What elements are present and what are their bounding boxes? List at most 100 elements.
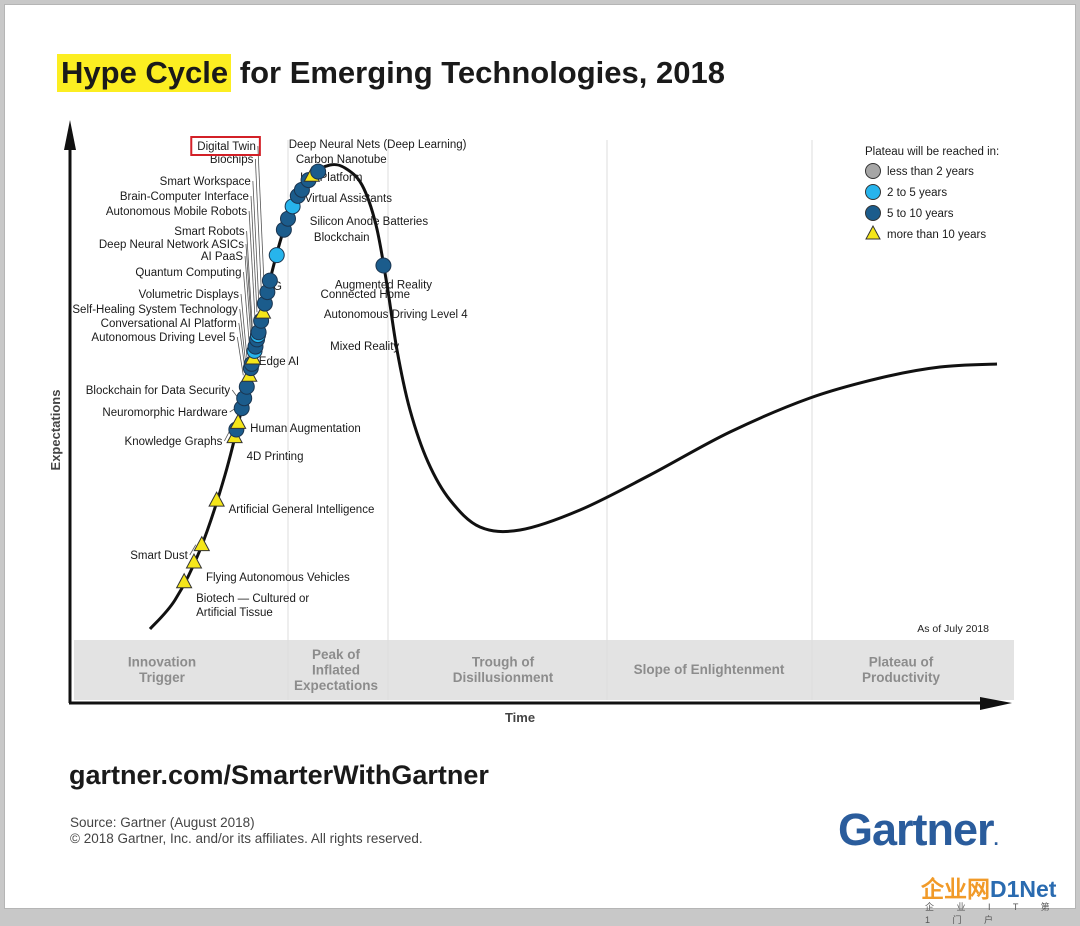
point-label: Self-Healing System Technology: [72, 304, 238, 316]
point-blockchain: Blockchain: [293, 181, 370, 244]
point-label: Carbon Nanotube: [296, 154, 387, 166]
gartner-logo-text: Gartner: [838, 804, 995, 855]
watermark-text-b: D1Net: [990, 876, 1057, 902]
footer-url[interactable]: gartner.com/SmarterWithGartner: [69, 760, 489, 790]
legend-marker-5to10: [865, 205, 881, 221]
marker-triangle: [208, 491, 225, 507]
point-label: Augmented Reality: [335, 280, 432, 292]
page-title: Hype Cycle for Emerging Technologies, 20…: [57, 54, 725, 92]
point-label: Deep Neural Nets (Deep Learning): [289, 139, 467, 151]
point-label: Virtual Assistants: [305, 193, 393, 205]
legend-marker-lt2: [865, 163, 881, 179]
leader-line: [248, 210, 256, 321]
leader-line: [246, 230, 254, 333]
d1net-watermark: 企业网D1Net: [921, 870, 1056, 904]
point-label: Digital Twin: [197, 141, 256, 153]
point-label: Knowledge Graphs: [125, 436, 223, 448]
point-biotech-cultured-or: Biotech — Cultured or Artificial Tissue: [175, 572, 309, 619]
legend-label-5to10: 5 to 10 years: [887, 208, 954, 220]
leader-line: [257, 145, 265, 281]
marker-triangle: [193, 535, 211, 552]
highlight-box: [190, 136, 261, 156]
marker-circle: [375, 257, 392, 274]
phase-label-peak-of-inflated-expectations: Inflated: [312, 663, 360, 678]
point-label: Mixed Reality: [330, 341, 399, 353]
point-label: Biotech — Cultured or: [196, 593, 309, 605]
point-deep-neural-nets-deep-learning: Deep Neural Nets (Deep Learning): [268, 139, 467, 264]
point-label: Connected Home: [321, 289, 411, 301]
point-edge-ai: Edge AI: [238, 356, 299, 395]
point-label: Silicon Anode Batteries: [310, 216, 429, 228]
leader-line: [239, 308, 247, 364]
leader-line: [189, 544, 197, 556]
point-digital-twin: Digital Twin: [190, 136, 278, 289]
phase-label-innovation-trigger: Innovation: [128, 655, 196, 670]
point-label: Blockchain: [314, 232, 370, 244]
point-human-augmentation: Human Augmentation: [229, 413, 361, 435]
point-blockchain-for-data-security: Blockchain for Data Security: [86, 385, 253, 407]
phase-label-trough-of-disillusionment: Trough of: [472, 655, 535, 670]
legend-label-lt2: less than 2 years: [887, 166, 974, 178]
legend: Plateau will be reached in: less than 2 …: [865, 146, 999, 241]
point-label: Human Augmentation: [250, 423, 361, 435]
point-augmented-reality: Augmented Reality: [335, 257, 432, 292]
point-label: Neuromorphic Hardware: [102, 407, 227, 419]
point-label: Brain-Computer Interface: [120, 191, 249, 203]
phase-label-slope-of-enlightenment: Slope of Enlightenment: [634, 662, 785, 677]
legend-label-gt10: more than 10 years: [887, 229, 986, 241]
y-axis-arrow: [64, 120, 76, 150]
phase-label-peak-of-inflated-expectations: Expectations: [294, 678, 378, 693]
technology-points: Biotech — Cultured or Artificial Tissue Fl…: [72, 136, 468, 619]
point-label: Biochips: [210, 154, 254, 166]
point-label: Artificial General Intelligence: [229, 504, 375, 516]
legend-marker-2to5: [865, 184, 881, 200]
leader-line: [236, 336, 244, 376]
y-axis-label: Expectations: [48, 390, 63, 471]
watermark-sub: 企 业 I T 第 1 门 户: [925, 902, 1060, 925]
point-label: Blockchain for Data Security: [86, 385, 231, 397]
leader-line: [250, 195, 258, 313]
marker-circle: [261, 272, 278, 289]
leader-line: [244, 255, 252, 340]
title-rest: for Emerging Technologies, 2018: [231, 55, 725, 90]
point-label: 4D Printing: [247, 451, 304, 463]
point-label: Autonomous Driving Level 5: [91, 332, 235, 344]
footer-copyright: © 2018 Gartner, Inc. and/or its affiliat…: [70, 831, 423, 846]
point-knowledge-graphs: Knowledge Graphs: [125, 421, 245, 448]
footer-source: Source: Gartner (August 2018): [70, 815, 255, 830]
point-label: Volumetric Displays: [139, 289, 240, 301]
watermark-text-a: 企业网: [921, 876, 990, 902]
point-conversational-ai-platform: Conversational AI Platform: [101, 318, 259, 377]
phase-label-trough-of-disillusionment: Disillusionment: [453, 670, 554, 685]
point-label: Quantum Computing: [135, 267, 241, 279]
point-label: Flying Autonomous Vehicles: [206, 572, 350, 584]
leader-line: [245, 243, 253, 336]
point-neuromorphic-hardware: Neuromorphic Hardware: [102, 400, 250, 419]
point-label-line2: Artificial Tissue: [196, 607, 273, 619]
point-label: Smart Robots: [174, 226, 245, 238]
gartner-logo: Gartner.: [838, 804, 999, 855]
leader-line: [254, 158, 262, 293]
phase-label-peak-of-inflated-expectations: Peak of: [312, 647, 361, 662]
phase-label-plateau-of-productivity: Productivity: [862, 670, 941, 685]
legend-title: Plateau will be reached in:: [865, 146, 999, 158]
x-axis-label: Time: [505, 710, 535, 725]
marker-triangle: [185, 552, 203, 569]
point-label: Conversational AI Platform: [101, 318, 237, 330]
point-label: Smart Dust: [130, 550, 188, 562]
marker-circle: [310, 163, 327, 180]
phase-band: [74, 640, 1014, 700]
point-label: Autonomous Driving Level 4: [324, 309, 468, 321]
point-label: Autonomous Mobile Robots: [106, 206, 248, 218]
point-smart-workspace: Smart Workspace: [160, 176, 273, 312]
point-label: Edge AI: [259, 356, 299, 368]
point-flying-autonomous-vehicles: Flying Autonomous Vehicles: [185, 552, 350, 584]
point-artificial-general-intelligence: Artificial General Intelligence: [208, 491, 375, 516]
point-smart-dust: Smart Dust: [130, 535, 211, 562]
point-label: Smart Workspace: [160, 176, 251, 188]
legend-marker-gt10: [865, 224, 881, 240]
x-axis-arrow: [980, 697, 1012, 710]
legend-label-2to5: 2 to 5 years: [887, 187, 947, 199]
